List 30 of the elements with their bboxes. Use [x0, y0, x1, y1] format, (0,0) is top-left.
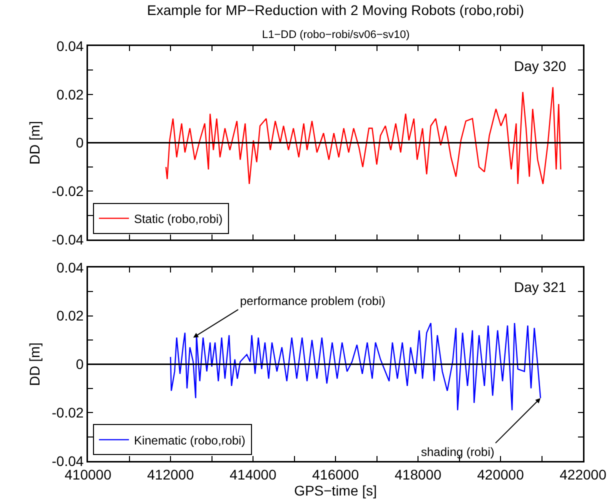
- x-axis-title: GPS−time [s]: [294, 482, 377, 498]
- chart-subtitle: L1−DD (robo−robi/sv06−sv10): [262, 29, 410, 41]
- y-axis-title: DD [m]: [26, 121, 43, 165]
- line-series: [170, 322, 542, 411]
- y-tick-label: 0.02: [56, 308, 84, 324]
- y-tick-label: 0: [76, 356, 84, 372]
- legend-label: Static (robo,robi): [134, 212, 223, 226]
- x-tick-label: 410000: [64, 466, 112, 482]
- x-tick-label: 414000: [230, 466, 277, 482]
- y-tick-label: -0.04: [52, 452, 84, 469]
- y-axis-title: DD [m]: [26, 342, 43, 386]
- x-tick-label: 420000: [477, 466, 524, 482]
- y-tick-label: -0.02: [52, 183, 84, 200]
- legend-label: Kinematic (robo,robi): [134, 433, 246, 448]
- annotation: Day 320: [514, 58, 566, 74]
- annotation: Day 321: [514, 279, 566, 295]
- y-tick-label: 0.02: [56, 86, 84, 102]
- y-tick-label: -0.04: [52, 232, 84, 248]
- x-tick-label: 418000: [394, 466, 442, 482]
- annotation: shading (robi): [421, 445, 494, 459]
- line-series: [165, 86, 562, 185]
- y-tick-label: 0.04: [56, 38, 84, 54]
- x-tick-label: 412000: [147, 466, 194, 482]
- x-tick-label: 416000: [312, 466, 360, 482]
- y-tick-label: 0: [76, 134, 84, 151]
- y-tick-label: 0.04: [56, 259, 84, 276]
- y-tick-label: -0.02: [52, 404, 84, 421]
- chart-title: Example for MP−Reduction with 2 Moving Robots (robo,robi): [146, 2, 524, 18]
- annotation: performance problem (robi): [240, 294, 386, 308]
- x-tick-label: 422000: [560, 466, 607, 482]
